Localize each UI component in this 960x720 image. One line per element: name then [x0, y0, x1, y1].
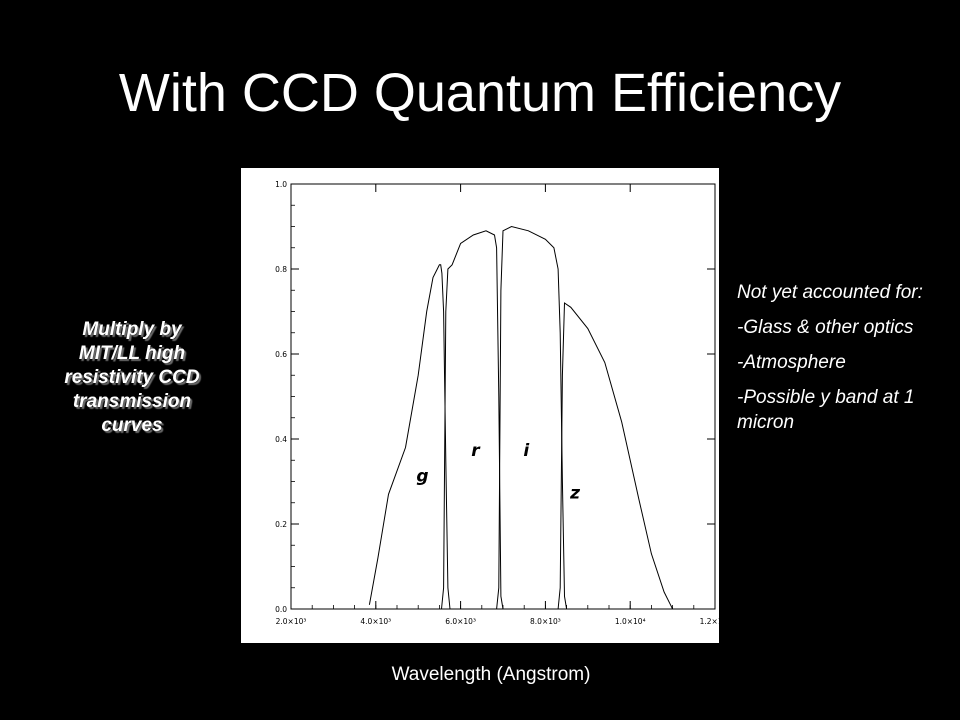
- slide-title: With CCD Quantum Efficiency: [118, 63, 842, 123]
- note-y-band: -Possible y band at 1 micron: [737, 387, 915, 433]
- transmission-chart: 2.0×10³ 4.0×10³ 6.0×10³ 8.0×10³ 1.0×10⁴ 1.2×1…: [241, 168, 730, 643]
- curve-z: [557, 302, 674, 610]
- y-tick-label-5: 1.0: [275, 180, 287, 189]
- x-tick-label-3: 8.0×10³: [530, 617, 561, 626]
- band-label-r: r: [471, 441, 481, 461]
- x-axis-label: Wavelength (Angstrom): [391, 664, 591, 685]
- x-tick-label-1: 4.0×10³: [360, 617, 391, 626]
- axis-ticks: [290, 183, 716, 610]
- y-tick-label-2: 0.4: [275, 435, 287, 444]
- y-axis-label: Transmission: [251, 316, 272, 436]
- x-tick-label-0: 2.0×10³: [276, 617, 307, 626]
- x-tick-label-2: 6.0×10³: [445, 617, 476, 626]
- note-atmosphere: -Atmosphere: [737, 352, 846, 373]
- curve-i: [496, 225, 568, 610]
- multiply-note: Multiply by MIT/LL high resistivity CCD …: [64, 319, 200, 436]
- band-label-g: g: [416, 467, 428, 487]
- y-tick-label-0: 0.0: [275, 605, 287, 614]
- y-tick-label-3: 0.6: [275, 350, 287, 359]
- axis-tick-labels: 2.0×10³ 4.0×10³ 6.0×10³ 8.0×10³ 1.0×10⁴ 1.2×1…: [275, 180, 730, 626]
- band-label-i: i: [523, 441, 530, 461]
- not-accounted-notes: Not yet accounted for: -Glass & other op…: [737, 280, 952, 445]
- y-tick-label-4: 0.8: [275, 265, 287, 274]
- band-label-z: z: [569, 484, 580, 504]
- x-tick-label-4: 1.0×10⁴: [615, 617, 646, 626]
- transmission-curves: [368, 225, 674, 610]
- curve-r: [441, 230, 504, 610]
- x-tick-label-5: 1.2×10⁴: [700, 617, 719, 626]
- curve-g: [368, 264, 451, 610]
- note-glass-optics: -Glass & other optics: [737, 317, 914, 338]
- chart-svg: 2.0×10³ 4.0×10³ 6.0×10³ 8.0×10³ 1.0×10⁴ 1.2×1…: [275, 180, 730, 626]
- note-heading: Not yet accounted for:: [737, 282, 923, 303]
- band-labels: g r i z: [416, 441, 580, 504]
- y-tick-label-1: 0.2: [275, 520, 287, 529]
- plot-frame: [290, 183, 716, 610]
